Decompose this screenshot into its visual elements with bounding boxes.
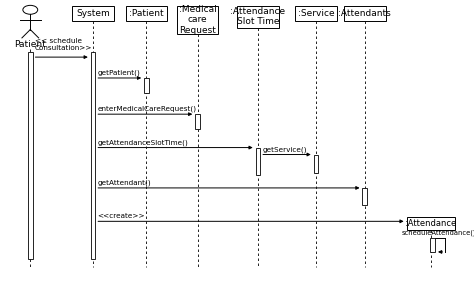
Bar: [237, 6, 279, 28]
Text: :Patient: :Patient: [129, 9, 164, 18]
Bar: [363, 188, 367, 205]
Text: :Service: :Service: [298, 9, 334, 18]
Text: :Attendance: :Attendance: [405, 219, 456, 228]
Bar: [430, 238, 435, 252]
Bar: [255, 148, 260, 176]
Bar: [144, 78, 149, 93]
Text: getAttendant(): getAttendant(): [98, 179, 151, 186]
Bar: [28, 52, 33, 259]
Text: System: System: [76, 9, 110, 18]
Text: :Medical
care
Request: :Medical care Request: [179, 5, 217, 35]
Text: :Attendants: :Attendants: [338, 9, 391, 18]
Text: <<create>>: <<create>>: [98, 213, 145, 219]
Text: getPatient(): getPatient(): [98, 70, 140, 76]
Bar: [314, 154, 319, 173]
Bar: [72, 6, 114, 22]
Bar: [177, 6, 219, 34]
Text: getAttendanceSlotTime(): getAttendanceSlotTime(): [98, 139, 188, 146]
Text: << schedule
Consultation>>: << schedule Consultation>>: [35, 38, 92, 51]
Text: enterMedicalCareRequest(): enterMedicalCareRequest(): [98, 106, 197, 112]
Text: getService(): getService(): [263, 146, 307, 153]
Bar: [295, 6, 337, 22]
Text: :Attendance
Slot Time: :Attendance Slot Time: [230, 7, 285, 26]
Bar: [91, 52, 95, 259]
Text: Patient: Patient: [14, 40, 46, 49]
Bar: [126, 6, 167, 22]
Text: scheduleAttendance(): scheduleAttendance(): [402, 229, 474, 236]
Bar: [195, 114, 200, 130]
Bar: [344, 6, 386, 22]
Bar: [407, 217, 456, 230]
